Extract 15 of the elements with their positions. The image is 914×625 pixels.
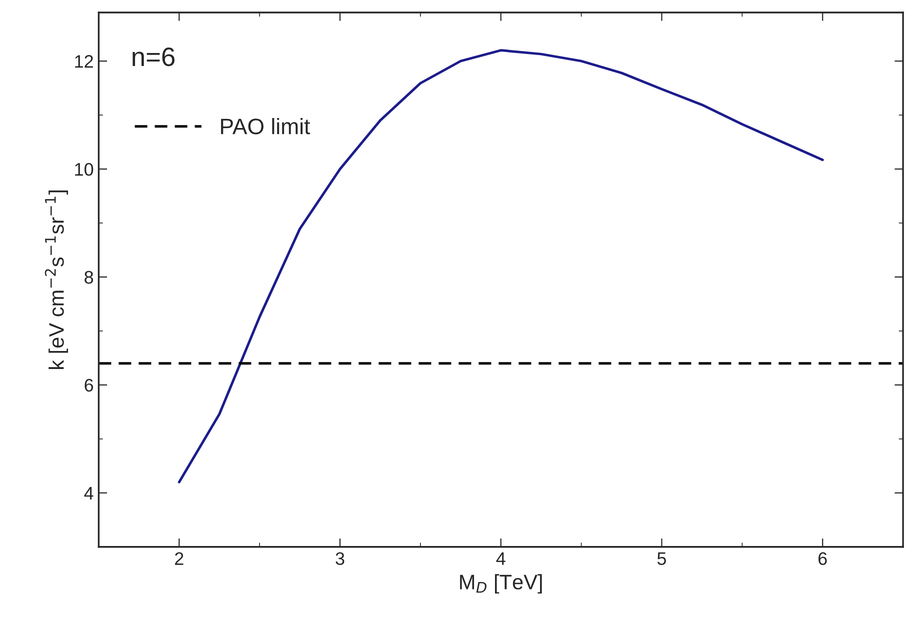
x-tick-label: 4 xyxy=(496,552,506,565)
x-tick-label: 5 xyxy=(657,552,666,565)
y-tick-label: 12 xyxy=(75,55,93,68)
x-tick-label: 2 xyxy=(175,552,184,565)
x-tick-label: 6 xyxy=(818,552,827,565)
legend-label: PAO limit xyxy=(221,118,310,134)
y-tick-label: 6 xyxy=(84,378,94,392)
y-tick-label: 8 xyxy=(84,270,94,284)
x-axis-title: M$_{D}$ [TeV] xyxy=(460,574,542,594)
line-series xyxy=(178,49,824,484)
y-tick-label: 4 xyxy=(84,487,94,500)
y-tick-label: 10 xyxy=(75,162,94,176)
y-axis-title: k [eV cm$^{−2}$s$^{−1}$sr$^{−1}$] xyxy=(44,190,68,370)
annotation: n=6 xyxy=(132,48,174,66)
x-tick-label: 3 xyxy=(336,552,344,565)
